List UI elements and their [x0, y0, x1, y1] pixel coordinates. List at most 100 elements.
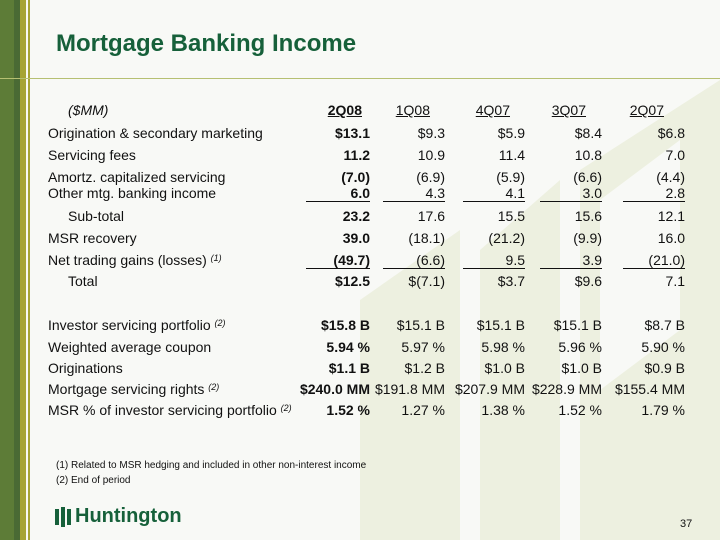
row-label-text: Total [68, 273, 98, 289]
row-label-text: Investor servicing portfolio [48, 317, 211, 333]
row-label: Investor servicing portfolio (2) [48, 317, 226, 333]
decorative-strip [20, 0, 26, 540]
row-label: Mortgage servicing rights (2) [48, 381, 219, 397]
table-cell: $15.1 B [396, 317, 445, 333]
table-cell: $15.1 B [553, 317, 602, 333]
row-label: Origination & secondary marketing [48, 125, 263, 141]
table-cell: 12.1 [657, 208, 685, 224]
table-cell: 17.6 [417, 208, 445, 224]
table-cell: 6.0 [306, 185, 370, 202]
table-cell: 10.9 [417, 147, 445, 163]
footnote-ref: (1) [210, 253, 222, 263]
column-header: 2Q07 [629, 102, 664, 118]
row-label: Originations [48, 360, 123, 376]
table-cell: 11.2 [343, 147, 370, 163]
table-row: Originations $1.1 B $1.2 B $1.0 B $1.0 B $0.9… [0, 360, 720, 378]
row-label-text: MSR % of investor servicing portfolio [48, 402, 277, 418]
table-row: Amortz. capitalized servicing (7.0) (6.9) (… [0, 169, 720, 187]
row-label: Amortz. capitalized servicing [48, 169, 225, 185]
table-cell: $12.5 [334, 273, 370, 289]
table-cell: $8.4 [574, 125, 602, 141]
decorative-strip [0, 0, 14, 540]
table-cell: 7.1 [665, 273, 685, 289]
table-cell: 5.98 % [481, 339, 525, 355]
footnote-ref: (2) [280, 403, 292, 413]
table-cell: (21.0) [623, 252, 685, 269]
table-cell: 39.0 [342, 230, 370, 246]
table-cell: $(7.1) [408, 273, 445, 289]
table-cell: 5.94 % [326, 339, 370, 355]
table-cell: $9.3 [417, 125, 445, 141]
table-row: MSR % of investor servicing portfolio (2… [0, 402, 720, 420]
row-label-text: Servicing fees [48, 147, 136, 163]
footnote-ref: (2) [214, 318, 226, 328]
row-label-text: Origination & secondary marketing [48, 125, 263, 141]
table-cell: 23.2 [342, 208, 370, 224]
table-cell: (9.9) [573, 230, 602, 246]
table-cell: $1.0 B [484, 360, 525, 376]
page-number: 37 [680, 518, 693, 530]
row-label: Servicing fees [48, 147, 136, 163]
table-cell: $15.1 B [476, 317, 525, 333]
table-cell: 1.79 % [641, 402, 685, 418]
page-title: Mortgage Banking Income [56, 30, 357, 57]
table-cell: 15.6 [574, 208, 602, 224]
table-row: Total $12.5 $(7.1) $3.7 $9.6 7.1 [0, 273, 720, 291]
table-cell: 2.8 [623, 185, 685, 202]
table-cell: (4.4) [656, 169, 685, 185]
table-cell: $1.0 B [561, 360, 602, 376]
table-row: Servicing fees 11.2 10.9 11.4 10.8 7.0 [0, 147, 720, 165]
title-divider [0, 78, 720, 79]
decorative-strip [14, 0, 20, 540]
table-cell: 1.27 % [401, 402, 445, 418]
table-cell: $1.1 B [328, 360, 370, 376]
table-cell: $15.8 B [320, 317, 370, 333]
table-cell: $8.7 B [644, 317, 685, 333]
row-label-text: Mortgage servicing rights [48, 381, 205, 397]
row-label-text: Sub-total [68, 208, 125, 224]
table-cell: $3.7 [497, 273, 525, 289]
footnote: (2) End of period [56, 475, 131, 486]
decorative-strip [28, 0, 30, 540]
logo-icon [55, 506, 71, 527]
footnote: (1) Related to MSR hedging and included … [56, 460, 367, 471]
table-cell: (49.7) [306, 252, 370, 269]
table-cell: (18.1) [408, 230, 445, 246]
table-cell: 7.0 [665, 147, 685, 163]
table-cell: (21.2) [488, 230, 525, 246]
table-header: ($MM) 2Q08 1Q08 4Q07 3Q07 2Q07 [0, 102, 720, 120]
table-cell: (6.6) [383, 252, 445, 269]
row-label-text: Originations [48, 360, 123, 376]
table-cell: 1.52 % [326, 402, 370, 418]
table-row: Sub-total 23.2 17.6 15.5 15.6 12.1 [0, 208, 720, 226]
table-row: Mortgage servicing rights (2) $240.0 MM $1… [0, 381, 720, 399]
table-cell: 4.1 [463, 185, 525, 202]
unit-label: ($MM) [68, 102, 109, 118]
table-cell: 5.96 % [558, 339, 602, 355]
table-cell: 4.3 [383, 185, 445, 202]
row-label: Weighted average coupon [48, 339, 211, 355]
table-row: MSR recovery 39.0 (18.1) (21.2) (9.9) 16.0 [0, 230, 720, 248]
table-cell: 11.4 [498, 147, 525, 163]
huntington-logo: Huntington [55, 505, 182, 528]
table-cell: $13.1 [334, 125, 370, 141]
row-label: MSR % of investor servicing portfolio (2… [48, 402, 292, 418]
table-cell: $6.8 [657, 125, 685, 141]
table-cell: 1.38 % [481, 402, 525, 418]
table-row: Net trading gains (losses) (1) (49.7) (6.6… [0, 252, 720, 270]
table-cell: 5.97 % [401, 339, 445, 355]
table-cell: $1.2 B [404, 360, 445, 376]
table-cell: 16.0 [657, 230, 685, 246]
table-row: Origination & secondary marketing $13.1 $9… [0, 125, 720, 143]
table-row: Other mtg. banking income 6.0 4.3 4.1 3.0 2.8 [0, 185, 720, 203]
table-cell: $191.8 MM [374, 381, 445, 397]
table-cell: $5.9 [497, 125, 525, 141]
table-cell: (6.9) [416, 169, 445, 185]
column-header: 3Q07 [551, 102, 586, 118]
row-label-text: Weighted average coupon [48, 339, 212, 355]
logo-text: Huntington [75, 505, 182, 527]
table-cell: 1.52 % [558, 402, 602, 418]
table-cell: 3.0 [540, 185, 602, 202]
footnote-ref: (2) [208, 382, 220, 392]
